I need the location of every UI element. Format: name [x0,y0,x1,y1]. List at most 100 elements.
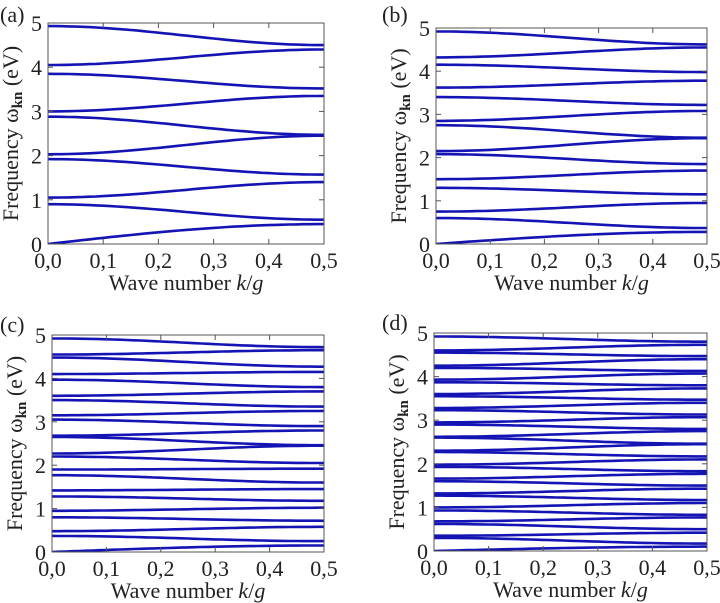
x-axis-title-sep: / [246,270,253,295]
band-line-9 [48,48,324,67]
panel-b: 0,0 0,1 0,2 0,3 0,4 0,5 0 1 2 3 4 5 Wave number k/g F… [382,2,720,295]
x-axis-title-sep: / [631,577,638,602]
band-line-21 [434,401,707,410]
x-tick-label: 0,1 [89,248,117,273]
band-line-16 [52,398,324,408]
y-tick-label: 2 [35,453,46,478]
band-line-22 [434,394,707,402]
x-axis-title-text: Wave number [493,577,621,602]
band-line-10 [52,455,324,465]
band-line-5 [52,506,324,513]
band-line-4 [52,515,324,523]
panel-d: 0,0 0,1 0,2 0,3 0,4 0,5 0 1 2 3 4 5 Wave number k/g F… [382,310,720,602]
bands [48,24,324,244]
band-line-13 [52,429,324,438]
band-line-26 [434,366,707,373]
x-tick-label: 0,3 [201,556,229,581]
x-tick-label: 0,0 [38,556,66,581]
band-line-14 [436,30,707,46]
y-tick-label: 2 [419,146,430,171]
x-tick-label: 0,5 [693,555,720,580]
band-line-11 [434,472,707,480]
y-axis-title: Frequency ωkn (eV) [0,46,26,221]
band-line-3 [436,201,707,213]
band-line-20 [434,408,707,416]
band-line-18 [434,423,707,431]
y-tick-label: 4 [419,59,430,84]
band-line-19 [434,415,707,424]
band-line-29 [434,343,707,352]
band-line-1 [48,222,324,244]
band-line-6 [434,509,707,517]
band-line-7 [48,94,324,113]
band-line-13 [434,458,707,467]
band-line-10 [434,479,707,487]
y-axis-title-text: Frequency ω [2,418,27,531]
bands [52,337,324,552]
y-tick-label: 3 [31,99,42,124]
x-tick-label: 0,1 [475,555,503,580]
x-tick-label: 0,2 [531,248,559,273]
x-axis-title-k: k [621,577,632,602]
y-tick-label: 5 [31,11,42,36]
x-tick-label: 0,4 [255,248,283,273]
band-line-18 [52,378,324,389]
band-line-20 [52,356,324,369]
bands [436,30,707,244]
band-line-23 [434,387,707,396]
plot-frame [51,334,325,553]
panel-c: 0,0 0,1 0,2 0,3 0,4 0,5 0 1 2 3 4 5 Wave number k/g F… [0,312,338,603]
y-axis-title-subscript: kn [396,399,412,416]
x-axis-title-k: k [622,270,633,295]
x-tick-label: 0,0 [420,555,448,580]
band-line-8 [52,473,324,484]
band-line-1 [52,544,324,552]
panel-label: (a) [0,2,24,27]
x-axis-title-g: g [638,270,649,295]
band-line-9 [434,487,707,495]
x-axis-title-sep: / [632,270,639,295]
y-tick-label: 1 [35,497,46,522]
y-tick-label: 5 [417,321,428,346]
x-axis-title: Wave number k/g [494,270,649,295]
x-axis-title-text: Wave number [109,270,237,295]
y-tick-label: 3 [419,102,430,127]
x-tick-label: 0,4 [256,556,284,581]
band-line-17 [434,429,707,439]
band-line-3 [434,531,707,538]
band-line-4 [434,522,707,531]
x-axis-title-g: g [254,578,265,603]
x-tick-label: 0,4 [639,248,667,273]
panel-label: (b) [382,2,408,27]
band-line-9 [436,109,707,123]
band-line-5 [48,134,324,156]
x-axis-title-k: k [236,270,247,295]
band-line-7 [436,136,707,153]
x-tick-label: 0,2 [147,556,175,581]
band-line-8 [436,123,707,139]
band-line-14 [434,450,707,458]
y-axis-title: Frequency ωkn (eV) [2,356,30,531]
x-tick-label: 0,2 [145,248,173,273]
band-line-6 [436,152,707,166]
x-axis-title-g: g [637,577,648,602]
band-line-25 [434,372,707,381]
x-axis-title-text: Wave number [111,578,239,603]
band-line-19 [52,370,324,376]
band-line-2 [436,216,707,230]
x-tick-label: 0,0 [34,248,62,273]
x-tick-label: 0,3 [584,555,612,580]
band-line-12 [52,435,324,447]
band-line-2 [52,534,324,543]
band-line-5 [434,516,707,523]
x-axis-title: Wave number k/g [493,577,648,602]
x-tick-label: 0,5 [693,248,720,273]
y-tick-label: 1 [417,495,428,520]
band-line-15 [52,409,324,417]
x-tick-label: 0,4 [639,555,667,580]
band-line-8 [434,494,707,502]
y-tick-label: 1 [419,189,430,214]
band-line-3 [52,525,324,533]
y-tick-label: 1 [31,188,42,213]
x-tick-label: 0,5 [310,556,338,581]
